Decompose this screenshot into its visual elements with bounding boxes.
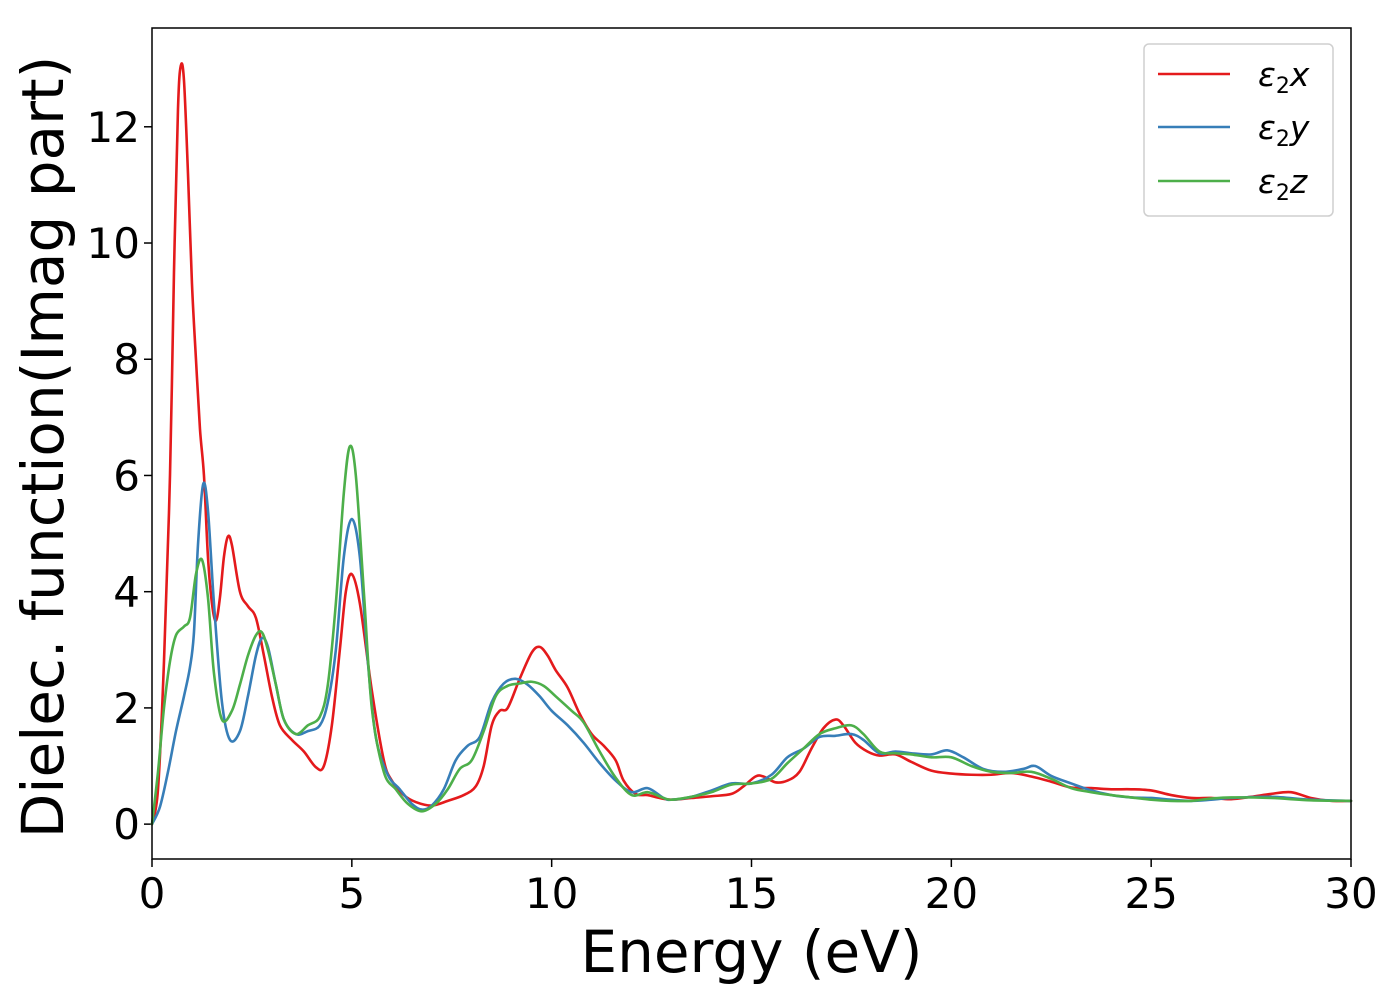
x-tick-label: 15 [725,869,778,918]
x-tick-label: 25 [1124,869,1177,918]
y-tick-label: 6 [113,451,140,500]
y-tick-label: 10 [87,219,140,268]
series-line-y [150,481,1353,826]
y-axis-label: Dielec. function(Imag part) [9,56,77,839]
legend-entry-epsilon2y: ε2y [1158,108,1310,152]
legend-entry-epsilon2z: ε2z [1158,162,1308,206]
legend: ε2x ε2y ε2z [1143,43,1334,217]
x-tick-label: 0 [139,869,166,918]
x-tick-label: 20 [925,869,978,918]
plot-frame [151,27,1352,860]
legend-label-epsilon2z: ε2z [1258,162,1308,206]
legend-label-epsilon2x: ε2x [1258,55,1310,99]
series-line-z [150,444,1353,826]
legend-box [1143,43,1334,217]
legend-entry-epsilon2x: ε2x [1158,55,1310,99]
y-tick-label: 4 [113,568,140,617]
legend-component-epsilon2y: y [1289,108,1310,147]
x-axis-label: Energy (eV) [580,918,922,986]
x-tick-label: 5 [338,869,365,918]
legend-subscript-epsilon2z: 2 [1276,181,1290,206]
legend-subscript-epsilon2y: 2 [1276,127,1290,152]
y-tick-label: 0 [113,800,140,849]
y-tick-label: 8 [113,335,140,384]
legend-component-epsilon2x: x [1289,55,1310,94]
legend-subscript-epsilon2x: 2 [1276,74,1290,99]
series-layer [150,62,1353,826]
y-tick-label: 2 [113,684,140,733]
legend-symbol-epsilon2x: ε [1258,55,1276,94]
legend-label-epsilon2y: ε2y [1258,108,1310,152]
tick-layer: 0 5 10 15 20 25 30 0 2 4 6 8 10 12 [87,103,1378,918]
y-tick-label: 12 [87,103,140,152]
legend-symbol-epsilon2y: ε [1258,108,1276,147]
x-tick-label: 10 [525,869,578,918]
x-tick-label: 30 [1324,869,1377,918]
legend-component-epsilon2z: z [1289,162,1308,201]
legend-symbol-epsilon2z: ε [1258,162,1276,201]
